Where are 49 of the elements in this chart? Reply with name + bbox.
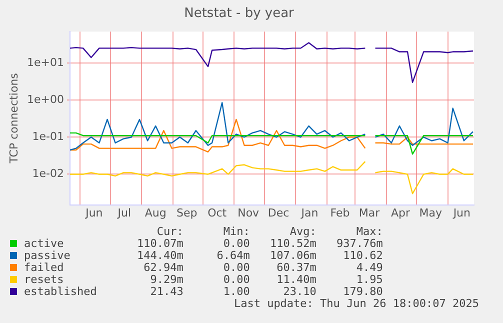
text: 937.76m	[336, 237, 383, 250]
x-tick-label: Jun	[452, 206, 471, 220]
text: 21.43	[149, 285, 184, 298]
y-axis-title: TCP connections	[7, 72, 20, 164]
text: 1.95	[355, 273, 383, 286]
text: 144.40m	[136, 249, 184, 262]
legend-label: passive	[23, 249, 72, 262]
x-tick-label: Aug	[144, 206, 166, 220]
text: Max:	[355, 225, 383, 238]
text: 179.80	[342, 285, 383, 298]
text: 0.00	[222, 261, 250, 274]
text: 110.07m	[136, 237, 184, 250]
text: Avg:	[288, 225, 316, 238]
x-tick-label: Mar	[358, 206, 380, 220]
text: 0.00	[222, 273, 250, 286]
text: Last update: Thu Jun 26 18:00:07 2025	[234, 297, 479, 310]
x-tick-label: Jun	[84, 206, 103, 220]
y-tick-label: 1e-01	[32, 130, 64, 143]
text: 9.29m	[149, 273, 184, 286]
y-tick-label: 1e+00	[27, 92, 64, 106]
text: Cur:	[156, 225, 184, 238]
legend-label: resets	[23, 273, 65, 286]
x-tick-label: Jan	[300, 206, 318, 220]
x-tick-label: Nov	[238, 206, 260, 220]
x-tick-label: Sep	[176, 206, 198, 220]
y-tick-label: 1e-02	[32, 167, 64, 180]
text: 107.06m	[269, 249, 316, 262]
chart-title: Netstat - by year	[184, 6, 295, 22]
text: 4.49	[355, 261, 383, 274]
legend-label: established	[23, 285, 97, 298]
text: 60.37m	[276, 261, 316, 274]
text: 0.00	[222, 237, 250, 250]
text: 6.64m	[216, 249, 250, 262]
x-tick-label: Jul	[116, 206, 132, 220]
x-tick-label: May	[419, 206, 443, 220]
text: 110.52m	[269, 237, 316, 250]
text: 11.40m	[276, 273, 316, 286]
legend-label: active	[23, 237, 65, 250]
text: 110.62	[342, 249, 383, 262]
x-tick-label: Dec	[268, 206, 290, 220]
text: 1.00	[222, 285, 250, 298]
x-tick-label: Oct	[208, 206, 228, 220]
text: 62.94m	[142, 261, 184, 274]
x-tick-label: Apr	[390, 206, 410, 220]
text: Min:	[222, 225, 250, 238]
x-tick-label: Feb	[330, 206, 350, 220]
legend-label: failed	[23, 261, 64, 274]
y-tick-label: 1e+01	[27, 56, 64, 69]
text: 23.10	[282, 285, 316, 298]
